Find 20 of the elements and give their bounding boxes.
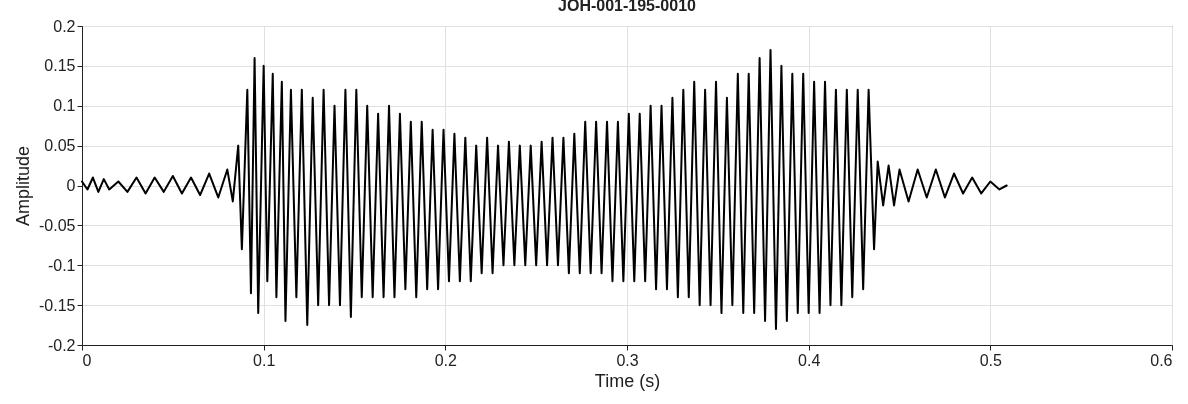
y-tick-label: -0.1 (47, 256, 76, 274)
x-tick-label: 0.2 (434, 351, 458, 369)
y-tick-label: 0.05 (44, 137, 76, 155)
x-tick-label: 0.4 (798, 351, 821, 369)
y-tick-label: -0.05 (39, 216, 76, 234)
chart-title: JOH-001-195-0010 (558, 0, 697, 14)
y-tick-label: 0.1 (53, 97, 76, 115)
y-tick-label: 0.2 (53, 17, 76, 35)
y-axis-title: Amplitude (13, 145, 34, 227)
x-tick-label: 0.6 (1150, 351, 1173, 369)
x-axis-title: Time (s) (594, 370, 661, 391)
y-tick-label: 0.15 (44, 57, 76, 75)
x-tick-label: 0.3 (616, 351, 639, 369)
x-tick-label: 0.1 (253, 351, 276, 369)
line-series (81, 48, 1008, 331)
y-tick-label: -0.15 (39, 296, 76, 314)
y-tick-label: 0 (66, 177, 76, 194)
y-tick-label: -0.2 (47, 336, 76, 354)
x-tick-label: 0.5 (979, 351, 1003, 369)
x-tick-label: 0 (82, 351, 92, 369)
